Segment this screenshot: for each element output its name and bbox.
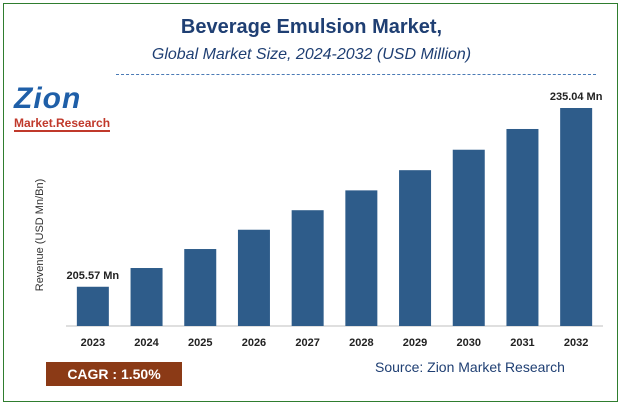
x-tick-label-2027: 2027 [295,337,319,349]
x-tick-label-2030: 2030 [457,337,481,349]
bar-2023 [76,286,109,326]
chart-subtitle: Global Market Size, 2024-2032 (USD Milli… [151,46,472,63]
data-label-2032: 235.04 Mn [550,91,603,103]
x-tick-label-2024: 2024 [134,337,159,349]
bar-2029 [399,170,432,326]
x-tick-label-2023: 2023 [81,337,105,349]
bar-2028 [345,190,378,326]
bar-2026 [237,229,270,326]
zion-logo: Zion Market.Research [14,84,124,134]
data-label-2023: 205.57 Mn [67,270,120,282]
bar-2025 [184,249,217,326]
bar-2031 [506,128,539,326]
x-tick-label-2032: 2032 [564,337,588,349]
source-label: Source: Zion Market Research [375,359,565,375]
chart-title: Beverage Emulsion Market, [180,16,443,38]
x-tick-label-2026: 2026 [242,337,266,349]
bar-2032 [560,108,593,326]
cagr-badge: CAGR : 1.50% [46,362,182,386]
x-tick-label-2028: 2028 [349,337,373,349]
bar-2024 [130,268,163,326]
logo-wordmark: Zion [14,82,82,115]
x-tick-label-2025: 2025 [188,337,212,349]
bar-2030 [452,149,485,326]
title-divider [116,74,596,75]
x-tick-label-2029: 2029 [403,337,427,349]
bar-2027 [291,210,324,326]
logo-tagline: Market.Research [14,116,111,132]
x-tick-label-2031: 2031 [510,337,534,349]
